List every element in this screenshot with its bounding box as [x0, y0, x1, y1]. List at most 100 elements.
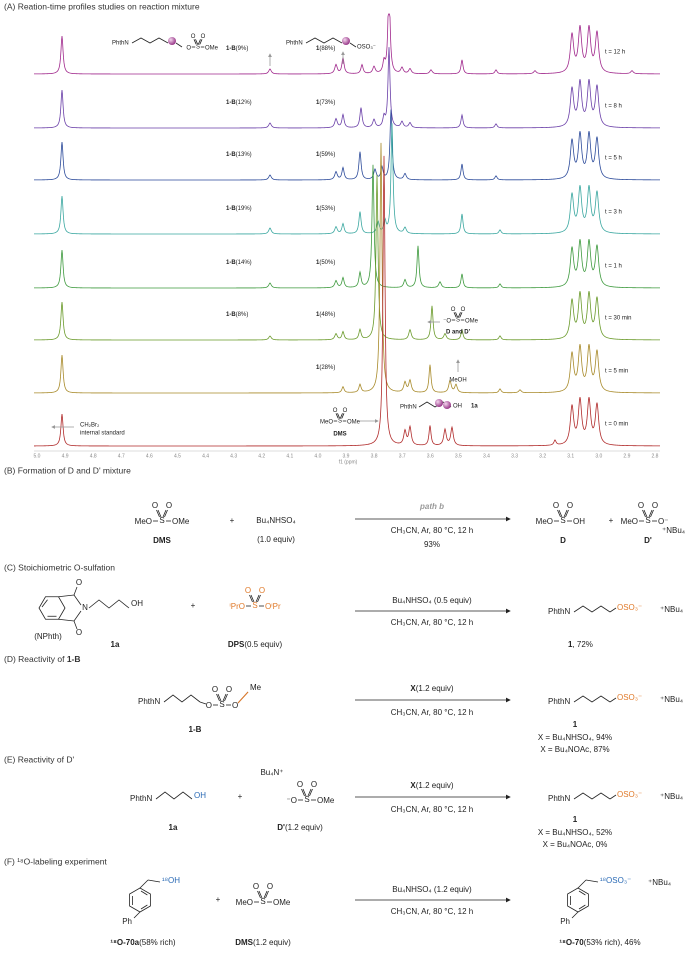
- label-part: (1.2 equiv): [253, 938, 291, 947]
- compound-label: 1a: [471, 404, 478, 410]
- bond: [193, 39, 197, 45]
- axis-tick-label: 4.0: [314, 453, 321, 459]
- atom: O: [553, 501, 559, 510]
- atom: O: [259, 586, 265, 595]
- reagent: Bu₄NHSO₄ (1.2 equiv): [392, 885, 472, 894]
- bond: [131, 37, 169, 44]
- atom: OSO₃⁻: [617, 693, 642, 702]
- atom: O: [186, 45, 191, 51]
- label-part: 1-B: [67, 654, 81, 664]
- atom: OⁱPr: [265, 602, 281, 611]
- spectrum-trace: [34, 155, 660, 447]
- bond: [265, 890, 269, 899]
- atom-ball: [443, 401, 451, 409]
- yield: 93%: [424, 540, 440, 549]
- atom: PhthN: [548, 607, 570, 616]
- conditions: CH₃CN, Ar, 80 °C, 12 h: [391, 805, 474, 814]
- bond: [195, 39, 198, 45]
- abbreviation: (NPhth): [34, 632, 62, 641]
- panel-title: (F) ¹⁸O-labeling experiment: [4, 856, 107, 866]
- atom: O: [451, 307, 456, 313]
- outcome: X = Bu₄NOAc, 0%: [543, 840, 608, 849]
- spectrum-trace: [34, 164, 660, 289]
- bond: [147, 879, 161, 883]
- conditions: CH₃CN, Ar, 80 °C, 12 h: [391, 526, 474, 535]
- axis-tick-label: 3.9: [343, 453, 350, 459]
- atom: N: [82, 603, 88, 612]
- atom: MeO: [621, 517, 638, 526]
- plus: +: [216, 895, 221, 904]
- bond: [609, 794, 617, 800]
- atom: MeO: [135, 517, 152, 526]
- atom: O⁻: [658, 517, 668, 526]
- bond: [585, 879, 599, 883]
- atom-ball: [342, 37, 350, 45]
- equiv: (1.0 equiv): [257, 535, 295, 544]
- atom: O: [166, 501, 172, 510]
- axis-tick-label: 3.6: [427, 453, 434, 459]
- atom: O: [226, 685, 232, 694]
- ring: [58, 594, 82, 606]
- bond: [162, 509, 167, 518]
- axis-tick-label: 4.2: [258, 453, 265, 459]
- label-part: (1.2 equiv): [285, 823, 323, 832]
- yield-label: 1(73%): [316, 100, 335, 106]
- atom: PhthN: [112, 41, 129, 47]
- atom: O: [245, 586, 251, 595]
- compound-label: DPS(0.5 equiv): [228, 640, 283, 649]
- compound-label: D'(1.2 equiv): [277, 823, 323, 832]
- atom: OMe: [273, 898, 291, 907]
- atom: OMe: [347, 419, 361, 425]
- bond: [163, 694, 201, 703]
- axis-tick-label: 3.1: [567, 453, 574, 459]
- axis-tick-label: 4.7: [118, 453, 125, 459]
- label-part: (12%): [236, 100, 252, 106]
- bond: [249, 594, 253, 603]
- atom: ⁺NBu₄: [660, 792, 683, 801]
- spectrum-trace: [34, 13, 660, 75]
- bond: [88, 599, 130, 609]
- label-part: (73%): [319, 100, 335, 106]
- bond: [41, 599, 48, 608]
- compound-label: 1-B: [189, 725, 202, 734]
- label-part: , 72%: [572, 640, 592, 649]
- atom: O: [461, 307, 466, 313]
- bond: [609, 607, 617, 613]
- label-part: (53% rich), 46%: [584, 938, 641, 947]
- time-label: t = 5 min: [605, 369, 628, 375]
- label-part: 1-B: [226, 100, 236, 106]
- atom: OH: [131, 599, 143, 608]
- bond: [164, 509, 168, 518]
- label-part: (50%): [319, 260, 335, 266]
- bond: [458, 312, 461, 318]
- yield-label: 1(48%): [316, 312, 335, 318]
- bond: [156, 509, 160, 518]
- atom: PhthN: [130, 794, 152, 803]
- time-label: t = 3 h: [605, 210, 622, 216]
- bond: [335, 413, 339, 419]
- plus: +: [238, 792, 243, 801]
- atom: S: [338, 419, 342, 425]
- atom: OMe: [205, 45, 219, 51]
- spectrum-trace: [34, 47, 660, 129]
- label-part: (0.5 equiv): [244, 640, 282, 649]
- atom: PhthN: [400, 405, 417, 411]
- atom: O: [206, 701, 212, 710]
- atom: PhthN: [548, 794, 570, 803]
- yield-label: 1-B(9%): [226, 46, 248, 52]
- axis-tick-label: 3.4: [483, 453, 490, 459]
- atom: O: [152, 501, 158, 510]
- bond: [255, 594, 260, 603]
- label-part: 1: [316, 260, 320, 266]
- yield-label: 1(28%): [316, 365, 335, 371]
- compound-label: 1: [573, 815, 578, 824]
- bond: [609, 697, 617, 703]
- label-part: ¹⁸O-70: [559, 938, 584, 947]
- bond: [237, 691, 249, 704]
- atom: S: [560, 516, 565, 525]
- conditions: CH₃CN, Ar, 80 °C, 12 h: [391, 708, 474, 717]
- bond: [573, 605, 611, 613]
- atom: MeO: [536, 517, 553, 526]
- yield-label: 1-B(8%): [226, 312, 248, 318]
